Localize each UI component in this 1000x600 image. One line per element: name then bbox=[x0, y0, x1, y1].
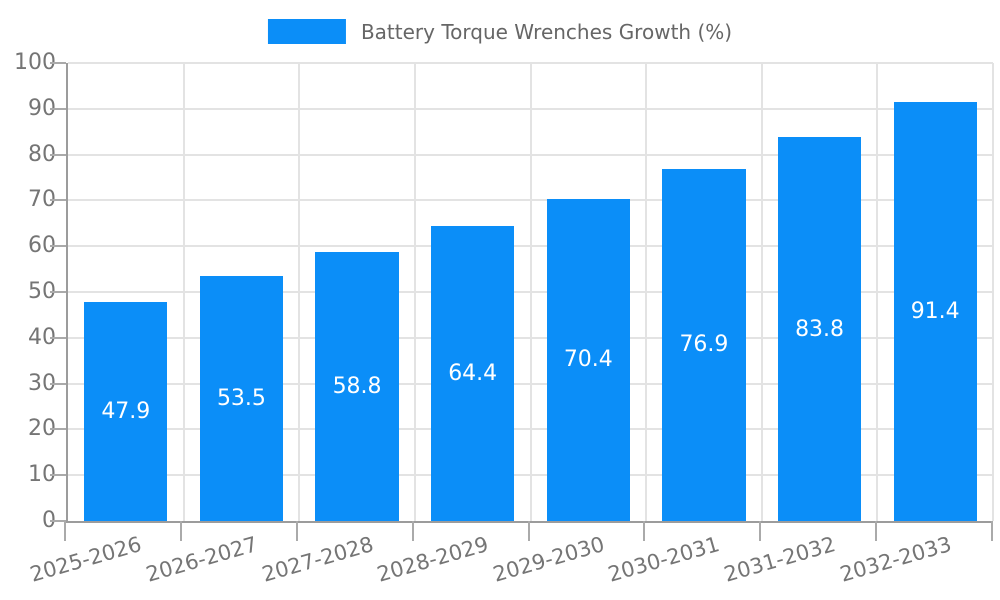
x-tick bbox=[991, 521, 993, 541]
y-tick-label: 50 bbox=[28, 279, 56, 304]
x-tick bbox=[875, 521, 878, 541]
y-tick bbox=[50, 336, 66, 339]
y-tick bbox=[50, 520, 66, 522]
y-tick bbox=[50, 291, 66, 293]
bars-row: 47.9 53.5 58.8 64.4 70.4 76.9 83.8 91.4 bbox=[68, 63, 993, 521]
y-tick-label: 40 bbox=[28, 324, 56, 350]
plot-area: 47.9 53.5 58.8 64.4 70.4 76.9 83.8 91.4 bbox=[66, 62, 994, 523]
y-tick bbox=[50, 474, 66, 477]
bar-cell: 58.8 bbox=[299, 63, 415, 521]
x-tick bbox=[179, 521, 182, 541]
gridline-vertical bbox=[182, 63, 185, 521]
x-category-label: 2025-2026 bbox=[27, 532, 145, 587]
x-label-cell: 2032-2033 bbox=[837, 530, 993, 596]
grid-layer bbox=[68, 62, 994, 521]
y-tick bbox=[50, 382, 66, 385]
bar-value-label: 91.4 bbox=[910, 299, 960, 325]
y-axis-ticks bbox=[50, 62, 66, 522]
bar[interactable]: 76.9 bbox=[662, 168, 746, 521]
bar-value-label: 76.9 bbox=[679, 332, 729, 358]
bar[interactable]: 91.4 bbox=[893, 102, 977, 521]
bar[interactable]: 83.8 bbox=[777, 137, 862, 521]
y-tick bbox=[50, 62, 66, 64]
y-tick-label: 70 bbox=[28, 187, 56, 213]
x-tick bbox=[759, 521, 762, 541]
bar[interactable]: 58.8 bbox=[315, 251, 399, 521]
bar-value-label: 70.4 bbox=[563, 347, 613, 373]
bar-cell: 76.9 bbox=[646, 63, 762, 521]
y-tick-label: 100 bbox=[14, 50, 56, 75]
y-tick-label: 0 bbox=[42, 508, 56, 533]
bar[interactable]: 64.4 bbox=[431, 226, 515, 521]
gridline-vertical bbox=[413, 63, 416, 521]
x-tick bbox=[295, 521, 298, 541]
x-tick bbox=[64, 521, 66, 541]
y-tick bbox=[50, 428, 66, 431]
bar-cell: 70.4 bbox=[531, 63, 647, 521]
bar-cell: 53.5 bbox=[184, 63, 300, 521]
legend[interactable]: Battery Torque Wrenches Growth (%) bbox=[267, 19, 733, 44]
gridline-vertical bbox=[876, 63, 879, 521]
bar[interactable]: 70.4 bbox=[546, 198, 630, 521]
bar-cell: 91.4 bbox=[877, 63, 993, 521]
legend-label: Battery Torque Wrenches Growth (%) bbox=[360, 19, 733, 44]
gridline-vertical bbox=[992, 63, 994, 521]
y-tick-label: 90 bbox=[28, 95, 56, 121]
gridline-vertical bbox=[760, 63, 763, 521]
bar[interactable]: 47.9 bbox=[84, 301, 168, 521]
x-tick bbox=[643, 521, 646, 541]
y-tick bbox=[50, 199, 66, 202]
y-tick-label: 30 bbox=[28, 370, 56, 396]
y-tick-label: 60 bbox=[28, 233, 56, 259]
bar-cell: 83.8 bbox=[762, 63, 878, 521]
bar-cell: 64.4 bbox=[415, 63, 531, 521]
x-tick bbox=[411, 521, 414, 541]
gridline-vertical bbox=[298, 63, 301, 521]
gridline-vertical bbox=[645, 63, 648, 521]
y-axis-labels: 0 10 20 30 40 50 60 70 80 90 100 bbox=[0, 50, 56, 533]
bar[interactable]: 53.5 bbox=[199, 275, 284, 521]
y-tick bbox=[50, 107, 66, 110]
y-tick-label: 10 bbox=[28, 462, 56, 488]
x-axis-ticks bbox=[64, 521, 993, 541]
gridline-vertical bbox=[529, 63, 532, 521]
bar-cell: 47.9 bbox=[68, 63, 184, 521]
bar-value-label: 64.4 bbox=[448, 361, 498, 387]
x-tick bbox=[527, 521, 530, 541]
bar-value-label: 53.5 bbox=[216, 385, 266, 411]
bar-value-label: 47.9 bbox=[101, 398, 151, 424]
bar-value-label: 58.8 bbox=[332, 373, 382, 399]
bar-value-label: 83.8 bbox=[795, 316, 845, 342]
y-tick-label: 20 bbox=[28, 416, 56, 442]
y-tick-label: 80 bbox=[28, 141, 56, 167]
y-tick bbox=[50, 245, 66, 248]
legend-swatch bbox=[267, 19, 346, 44]
y-tick bbox=[50, 153, 66, 156]
x-axis-labels: 2025-2026 2026-2027 2027-2028 2028-2029 2029… bbox=[28, 530, 993, 596]
